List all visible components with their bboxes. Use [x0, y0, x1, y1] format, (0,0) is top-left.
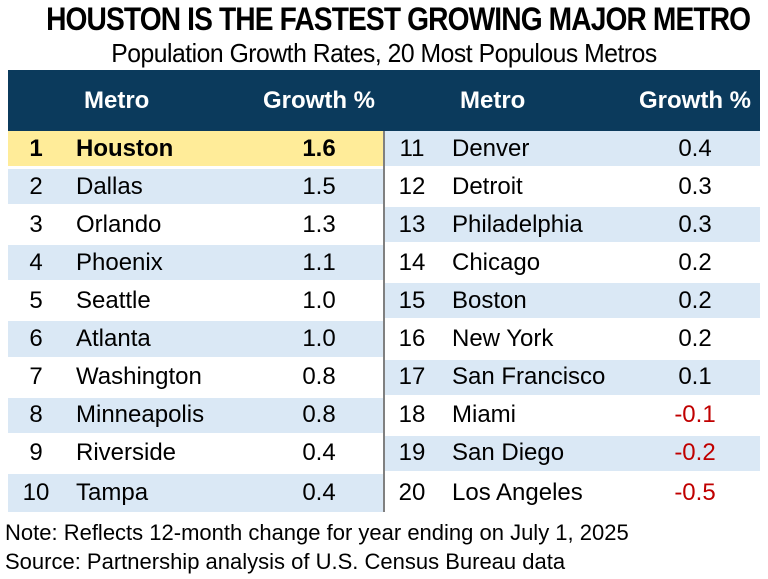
- growth-cell: 0.8: [302, 363, 336, 391]
- rank-cell: 8: [29, 401, 43, 429]
- growth-cell: 1.5: [302, 172, 336, 200]
- source-text: Source: Partnership analysis of U.S. Cen…: [5, 549, 566, 574]
- rank-cell: 2: [29, 172, 43, 200]
- metro-column-header: Metro: [84, 86, 150, 114]
- footnotes: Note: Reflects 12-month change for year …: [5, 518, 629, 576]
- table-row: 18 Miami -0.1: [384, 397, 760, 436]
- column-divider: [383, 131, 385, 512]
- table-row: 6 Atlanta 1.0: [8, 321, 384, 360]
- growth-column-header: Growth %: [263, 86, 375, 114]
- metro-cell: Denver: [452, 134, 530, 162]
- table-row: 16 New York 0.2: [384, 321, 760, 360]
- metro-cell: Philadelphia: [452, 210, 583, 238]
- growth-cell: 0.2: [678, 325, 712, 353]
- table-row: 15 Boston 0.2: [384, 283, 760, 322]
- rank-cell: 9: [29, 439, 43, 467]
- growth-cell: 1.0: [302, 325, 336, 353]
- rank-cell: 18: [398, 401, 426, 429]
- growth-cell: 1.6: [302, 134, 336, 162]
- metro-cell: Atlanta: [76, 325, 151, 353]
- growth-cell: 0.1: [678, 363, 712, 391]
- metro-cell: Tampa: [76, 478, 149, 506]
- table-row: 7 Washington 0.8: [8, 359, 384, 398]
- table-row: 2 Dallas 1.5: [8, 169, 384, 208]
- growth-cell: -0.5: [674, 478, 716, 506]
- metro-cell: Houston: [76, 134, 174, 162]
- growth-cell: 1.1: [302, 248, 336, 276]
- metro-cell: Seattle: [76, 286, 151, 314]
- metro-cell: Detroit: [452, 172, 523, 200]
- metro-growth-table: Metro Growth % Metro Growth % 1 Houston 1.…: [8, 70, 760, 512]
- growth-cell: 1.3: [302, 210, 336, 238]
- metro-cell: Miami: [452, 401, 516, 429]
- table-row: 17 San Francisco 0.1: [384, 359, 760, 398]
- growth-cell: 0.4: [678, 134, 712, 162]
- table-header-row: Metro Growth % Metro Growth %: [8, 70, 760, 131]
- growth-cell: 0.8: [302, 401, 336, 429]
- rank-cell: 1: [29, 134, 43, 162]
- rank-cell: 17: [398, 363, 426, 391]
- rank-cell: 4: [29, 248, 43, 276]
- growth-cell: 0.2: [678, 286, 712, 314]
- growth-cell: -0.1: [674, 401, 716, 429]
- growth-cell: 1.0: [302, 286, 336, 314]
- table-row: 11 Denver 0.4: [384, 131, 760, 170]
- table-row: 14 Chicago 0.2: [384, 245, 760, 284]
- metro-cell: Boston: [452, 286, 527, 314]
- metro-cell: San Diego: [452, 439, 565, 467]
- table-left-half: 1 Houston 1.6 2 Dallas 1.5 3 Orlando 1.3 4 Phoenix…: [8, 131, 384, 512]
- note-text: Note: Reflects 12-month change for year …: [5, 520, 629, 545]
- table-row: 1 Houston 1.6: [8, 131, 384, 170]
- table-row: 4 Phoenix 1.1: [8, 245, 384, 284]
- metro-cell: San Francisco: [452, 363, 606, 391]
- rank-cell: 11: [399, 134, 425, 162]
- metro-column-header: Metro: [460, 86, 526, 114]
- growth-cell: 0.3: [678, 210, 712, 238]
- rank-cell: 7: [29, 363, 43, 391]
- metro-cell: Chicago: [452, 248, 541, 276]
- metro-cell: New York: [452, 325, 554, 353]
- rank-cell: 10: [22, 478, 50, 506]
- growth-cell: 0.4: [302, 478, 336, 506]
- growth-cell: -0.2: [674, 439, 716, 467]
- rank-cell: 12: [398, 172, 426, 200]
- rank-cell: 19: [398, 439, 426, 467]
- table-row: 20 Los Angeles -0.5: [384, 473, 760, 512]
- table-row: 10 Tampa 0.4: [8, 473, 384, 512]
- rank-cell: 5: [29, 286, 43, 314]
- table-body: 1 Houston 1.6 2 Dallas 1.5 3 Orlando 1.3 4 Phoenix…: [8, 131, 760, 512]
- table-right-half: 11 Denver 0.4 12 Detroit 0.3 13 Philadelphia 0.3…: [384, 131, 760, 512]
- rank-cell: 13: [398, 210, 426, 238]
- table-row: 19 San Diego -0.2: [384, 435, 760, 474]
- table-row: 9 Riverside 0.4: [8, 435, 384, 474]
- table-header-right: Metro Growth %: [384, 70, 760, 131]
- metro-cell: Washington: [76, 363, 202, 391]
- metro-cell: Orlando: [76, 210, 162, 238]
- growth-cell: 0.2: [678, 248, 712, 276]
- table-row: 12 Detroit 0.3: [384, 169, 760, 208]
- growth-column-header: Growth %: [639, 86, 751, 114]
- rank-cell: 20: [398, 478, 426, 506]
- rank-cell: 15: [398, 286, 426, 314]
- metro-cell: Dallas: [76, 172, 143, 200]
- growth-cell: 0.4: [302, 439, 336, 467]
- page-title: HOUSTON IS THE FASTEST GROWING MAJOR MET…: [46, 1, 751, 37]
- table-row: 3 Orlando 1.3: [8, 207, 384, 246]
- table-header-left: Metro Growth %: [8, 70, 384, 131]
- rank-cell: 14: [398, 248, 426, 276]
- table-row: 13 Philadelphia 0.3: [384, 207, 760, 246]
- metro-cell: Riverside: [76, 439, 177, 467]
- table-row: 8 Minneapolis 0.8: [8, 397, 384, 436]
- growth-cell: 0.3: [678, 172, 712, 200]
- table-row: 5 Seattle 1.0: [8, 283, 384, 322]
- metro-cell: Los Angeles: [452, 478, 583, 506]
- metro-cell: Phoenix: [76, 248, 163, 276]
- page-subtitle: Population Growth Rates, 20 Most Populou…: [111, 38, 657, 68]
- rank-cell: 3: [29, 210, 43, 238]
- metro-cell: Minneapolis: [76, 401, 205, 429]
- rank-cell: 16: [398, 325, 426, 353]
- rank-cell: 6: [29, 325, 43, 353]
